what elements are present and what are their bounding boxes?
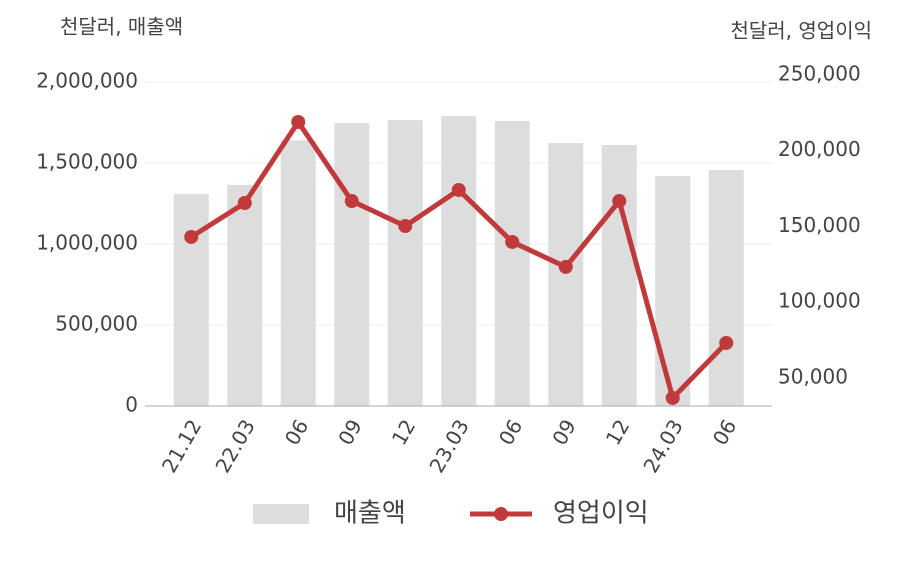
bar xyxy=(280,140,316,406)
y2-tick-label: 100,000 xyxy=(778,289,861,313)
line-point xyxy=(398,219,413,234)
line-point xyxy=(237,196,252,211)
y-axis-title: 천달러, 매출액 xyxy=(60,15,183,39)
legend-label: 매출액 xyxy=(334,499,406,529)
bar xyxy=(387,120,423,406)
bar xyxy=(441,116,477,407)
y2-tick-label: 250,000 xyxy=(778,62,861,86)
line-point xyxy=(719,335,734,350)
x-tick-label: 24.03 xyxy=(638,415,687,477)
line-point xyxy=(291,114,306,129)
x-tick-label: 09 xyxy=(333,415,367,449)
x-tick-label: 21.12 xyxy=(157,415,206,477)
line-point xyxy=(612,194,627,209)
x-tick-label: 12 xyxy=(387,415,421,449)
bar xyxy=(601,145,637,406)
x-tick-label: 09 xyxy=(547,415,581,449)
line-point xyxy=(558,259,573,274)
x-tick-label: 06 xyxy=(708,415,742,449)
x-tick-label: 06 xyxy=(494,415,528,449)
x-tick-label: 06 xyxy=(280,415,314,449)
y-tick-label: 2,000,000 xyxy=(36,69,138,93)
bar xyxy=(655,175,691,406)
x-tick-label: 12 xyxy=(601,415,635,449)
legend-swatch xyxy=(253,504,309,524)
line-point xyxy=(344,194,359,209)
x-tick-label: 23.03 xyxy=(424,415,473,477)
bar xyxy=(227,184,263,406)
bar xyxy=(548,143,584,406)
bar xyxy=(708,169,744,406)
y2-tick-label: 150,000 xyxy=(778,213,861,237)
bar xyxy=(494,121,530,407)
line-point xyxy=(184,229,199,244)
x-tick-label: 22.03 xyxy=(210,415,259,477)
y2-tick-label: 50,000 xyxy=(778,364,848,388)
bar xyxy=(173,193,209,406)
bar xyxy=(334,122,370,407)
y-tick-label: 1,000,000 xyxy=(36,231,138,255)
line-point xyxy=(505,234,520,249)
line-point xyxy=(665,390,680,405)
legend-swatch xyxy=(494,507,508,521)
y2-axis-title: 천달러, 영업이익 xyxy=(730,19,872,43)
line-point xyxy=(451,182,466,197)
y-tick-label: 1,500,000 xyxy=(36,150,138,174)
y-tick-label: 0 xyxy=(125,393,138,417)
y2-tick-label: 200,000 xyxy=(778,137,861,161)
y-tick-label: 500,000 xyxy=(55,312,138,336)
legend-label: 영업이익 xyxy=(553,499,649,529)
